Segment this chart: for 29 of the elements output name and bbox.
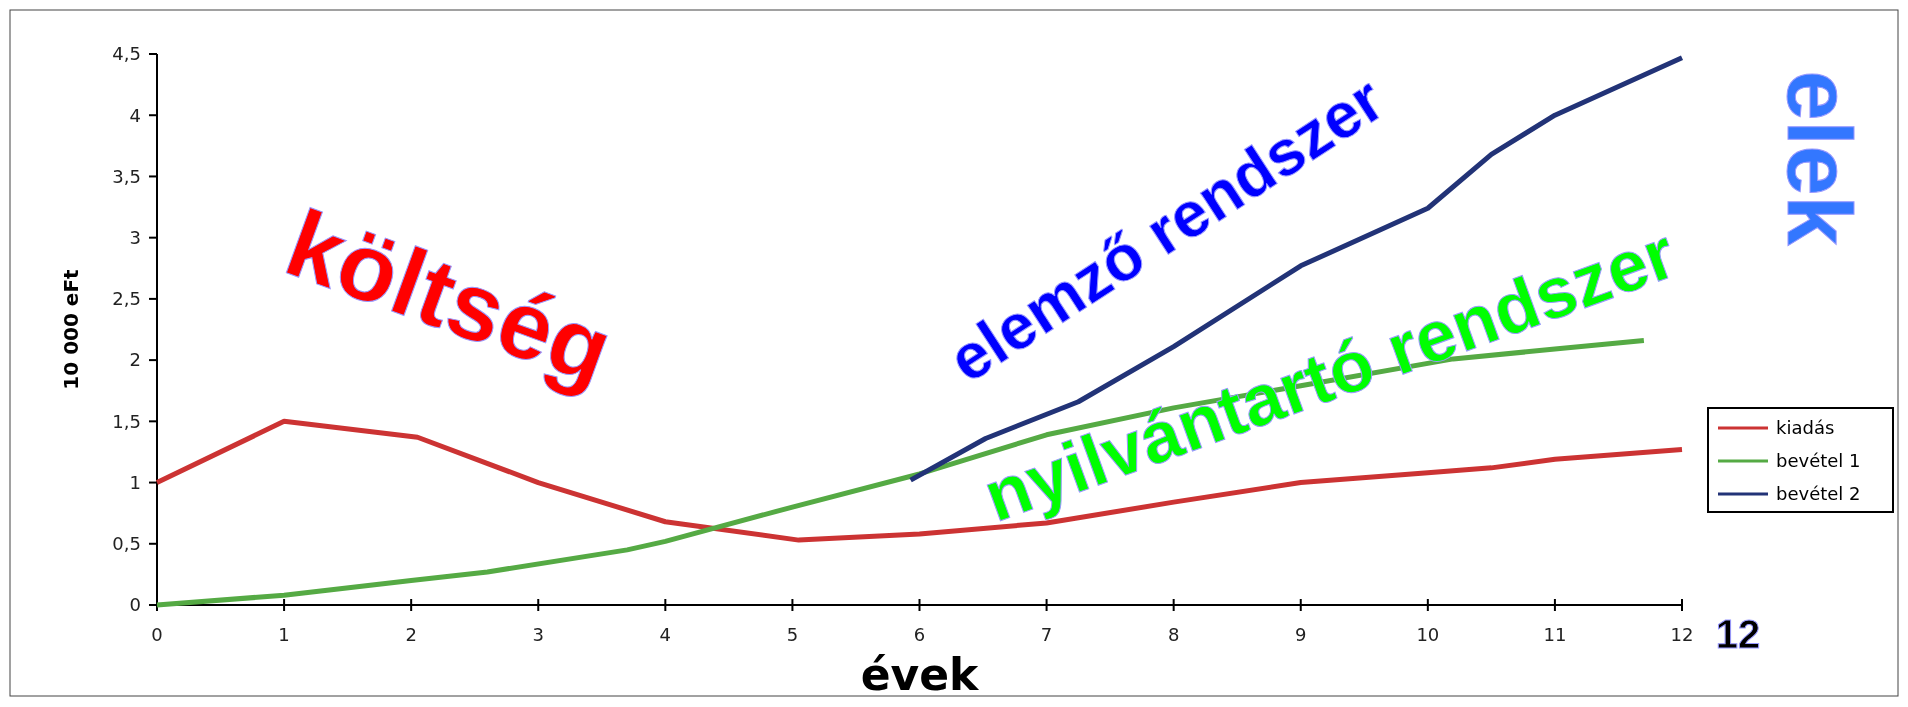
legend-label: bevétel 1 [1776, 450, 1861, 472]
x-axis-title: évek [860, 649, 981, 700]
legend-label: kiadás [1776, 417, 1835, 439]
x-tick-label: 8 [1167, 624, 1180, 645]
y-tick-label: 2 [129, 349, 141, 371]
x-tick-label: 10 [1416, 624, 1440, 645]
x-tick-label: 7 [1040, 624, 1053, 645]
y-tick-label: 1,5 [112, 410, 141, 432]
x-tick-label: 5 [786, 624, 799, 645]
x-tick-label: 12 [1670, 624, 1694, 645]
x-tick-label: 1 [278, 624, 290, 645]
x-tick-label: 9 [1295, 624, 1307, 645]
y-tick-label: 2,5 [112, 288, 141, 310]
y-axis-title: 10 000 eFt [59, 268, 83, 390]
x-tick-label: 4 [659, 624, 672, 645]
x-tick-label: 2 [405, 624, 417, 645]
y-tick-label: 0,5 [112, 533, 141, 555]
y-tick-label: 4,5 [112, 43, 141, 65]
x-tick-label: 11 [1543, 624, 1567, 645]
y-tick-label: 3 [129, 226, 141, 248]
x-tick-label: 3 [532, 624, 544, 645]
y-tick-label: 1 [129, 471, 141, 493]
legend-label: bevétel 2 [1776, 483, 1861, 505]
x-tick-label: 0 [151, 624, 163, 645]
y-tick-label: 4 [129, 104, 141, 126]
text: elek [1769, 70, 1869, 247]
y-tick-label: 0 [129, 594, 141, 616]
y-tick-label: 3,5 [112, 165, 141, 187]
x-tick-label: 6 [913, 624, 926, 645]
